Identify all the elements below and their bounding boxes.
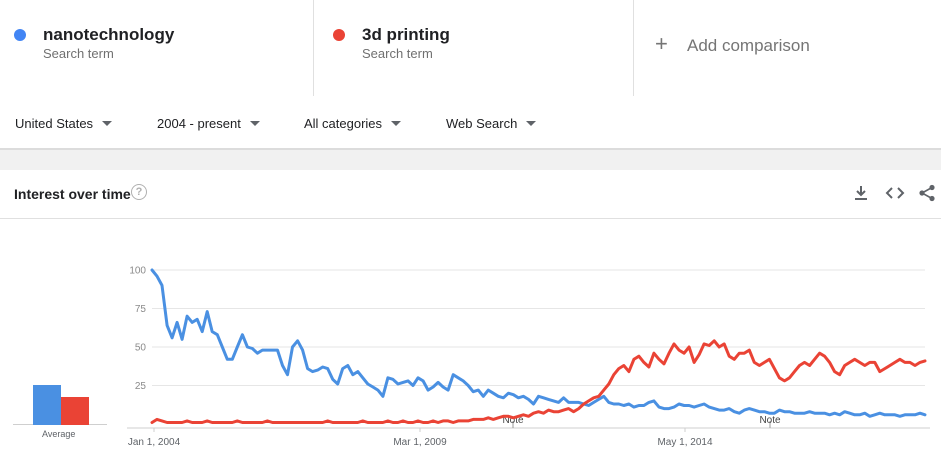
add-comparison-button[interactable]: + Add comparison: [634, 0, 941, 96]
average-bar-3d-printing: [61, 397, 89, 425]
y-tick-label: 50: [135, 343, 147, 354]
x-tick-label: May 1, 2014: [657, 437, 712, 448]
region-label: United States: [15, 116, 94, 131]
time-range-dropdown[interactable]: 2004 - present: [157, 116, 260, 131]
term-type-label: Search term: [43, 46, 114, 61]
download-icon[interactable]: [852, 184, 872, 204]
search-terms-bar: nanotechnology Search term 3d printing S…: [0, 0, 941, 97]
interest-over-time-header: Interest over time ?: [0, 170, 941, 219]
interest-over-time-chart: 100 75 50 25 Jan 1, 2004 Mar 1, 2009 May 1, 20…: [127, 266, 930, 448]
x-tick-label: Jan 1, 2004: [128, 437, 181, 448]
note-label: Note: [759, 415, 781, 426]
plus-icon: +: [655, 31, 668, 56]
add-comparison-label: Add comparison: [687, 36, 810, 55]
share-icon[interactable]: [918, 184, 938, 204]
term-name[interactable]: 3d printing: [362, 25, 450, 44]
y-tick-label: 75: [135, 304, 147, 315]
search-property-dropdown[interactable]: Web Search: [446, 116, 537, 131]
term-name[interactable]: nanotechnology: [43, 25, 175, 44]
help-icon[interactable]: ?: [131, 184, 147, 200]
caret-down-icon: [526, 121, 537, 126]
y-tick-label: 25: [135, 381, 147, 392]
caret-down-icon: [249, 121, 260, 126]
region-dropdown[interactable]: United States: [15, 116, 113, 131]
note-label: Note: [502, 415, 524, 426]
caret-down-icon: [102, 121, 113, 126]
section-divider: [0, 150, 941, 170]
series-line-3d-printing: [150, 339, 927, 424]
series-line-nanotechnology: [150, 268, 927, 418]
term-type-label: Search term: [362, 46, 433, 61]
series-color-dot: [14, 29, 26, 41]
x-tick-label: Mar 1, 2009: [393, 437, 447, 448]
average-label: Average: [42, 429, 76, 439]
card-title: Interest over time: [14, 186, 131, 202]
search-property-label: Web Search: [446, 116, 518, 131]
time-range-label: 2004 - present: [157, 116, 241, 131]
average-bar-nanotechnology: [33, 384, 61, 425]
term-card-nanotechnology[interactable]: nanotechnology Search term: [0, 0, 314, 96]
category-label: All categories: [304, 116, 383, 131]
y-tick-label: 100: [129, 266, 146, 277]
embed-icon[interactable]: [885, 184, 905, 204]
caret-down-icon: [391, 121, 402, 126]
series-color-dot: [333, 29, 345, 41]
term-card-3d-printing[interactable]: 3d printing Search term: [314, 0, 634, 96]
filter-bar: United States 2004 - present All categor…: [0, 96, 941, 150]
category-dropdown[interactable]: All categories: [304, 116, 402, 131]
